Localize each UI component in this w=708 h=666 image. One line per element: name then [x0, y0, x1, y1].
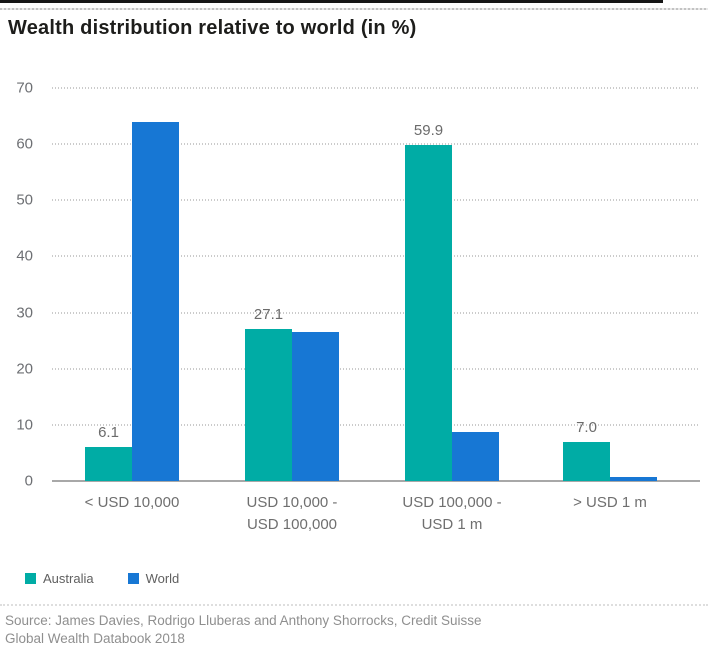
source-note: Source: James Davies, Rodrigo Lluberas a… [5, 612, 482, 648]
bar-australia-2 [245, 328, 292, 481]
y-tick-40: 40 [16, 247, 33, 265]
x-tick-label-4: > USD 1 m [573, 494, 647, 511]
gridline-20 [52, 368, 700, 370]
legend-item-world: World [127, 571, 180, 586]
x-tick-label-3: USD 100,000 - USD 1 m [402, 494, 502, 533]
legend-label: Australia [43, 571, 94, 586]
footer-divider [0, 604, 708, 606]
gridline-50 [52, 199, 700, 201]
top-gray-rule [0, 8, 708, 10]
bar-world-4 [610, 476, 657, 481]
source-line-2: Global Wealth Databook 2018 [5, 631, 185, 646]
y-tick-50: 50 [16, 191, 33, 209]
gridline-40 [52, 255, 700, 257]
plot-area: 70 60 50 40 30 20 10 0 6.1 27.1 59.9 7.0 [16, 80, 700, 490]
bar-world-1 [132, 122, 179, 481]
bar-world-3 [452, 432, 499, 481]
x-tick-label-2: USD 10,000 - USD 100,000 [246, 494, 338, 533]
value-label-australia-1: 6.1 [98, 423, 119, 441]
y-tick-30: 30 [16, 304, 33, 322]
bar-australia-3 [405, 144, 452, 481]
gridline-30 [52, 312, 700, 314]
y-tick-0: 0 [24, 472, 33, 490]
bar-australia-4 [563, 441, 610, 481]
legend-swatch-icon [25, 573, 36, 584]
gridline-70 [52, 87, 700, 89]
gridline-10 [52, 424, 700, 426]
value-label-australia-2: 27.1 [253, 305, 284, 323]
legend-swatch-icon [127, 573, 139, 584]
bar-world-2 [292, 332, 339, 481]
x-tick-label-1: < USD 10,000 [84, 494, 180, 511]
legend-item-australia: Australia [25, 571, 94, 586]
y-tick-20: 20 [16, 360, 33, 378]
gridline-60 [52, 143, 700, 145]
y-tick-70: 70 [16, 79, 33, 97]
y-tick-10: 10 [16, 416, 33, 434]
x-axis-labels: < USD 10,000 USD 10,000 - USD 100,000 USD … [52, 492, 700, 554]
value-label-australia-3: 59.9 [413, 121, 444, 139]
legend: Australia World [25, 571, 179, 586]
bar-australia-1 [85, 446, 132, 481]
legend-label: World [145, 571, 180, 586]
value-label-australia-4: 7.0 [576, 418, 597, 436]
top-black-rule [0, 0, 663, 3]
y-tick-60: 60 [16, 135, 33, 153]
chart-title: Wealth distribution relative to world (i… [8, 17, 417, 39]
x-axis-line [52, 480, 700, 482]
source-line-1: Source: James Davies, Rodrigo Lluberas a… [5, 613, 482, 628]
